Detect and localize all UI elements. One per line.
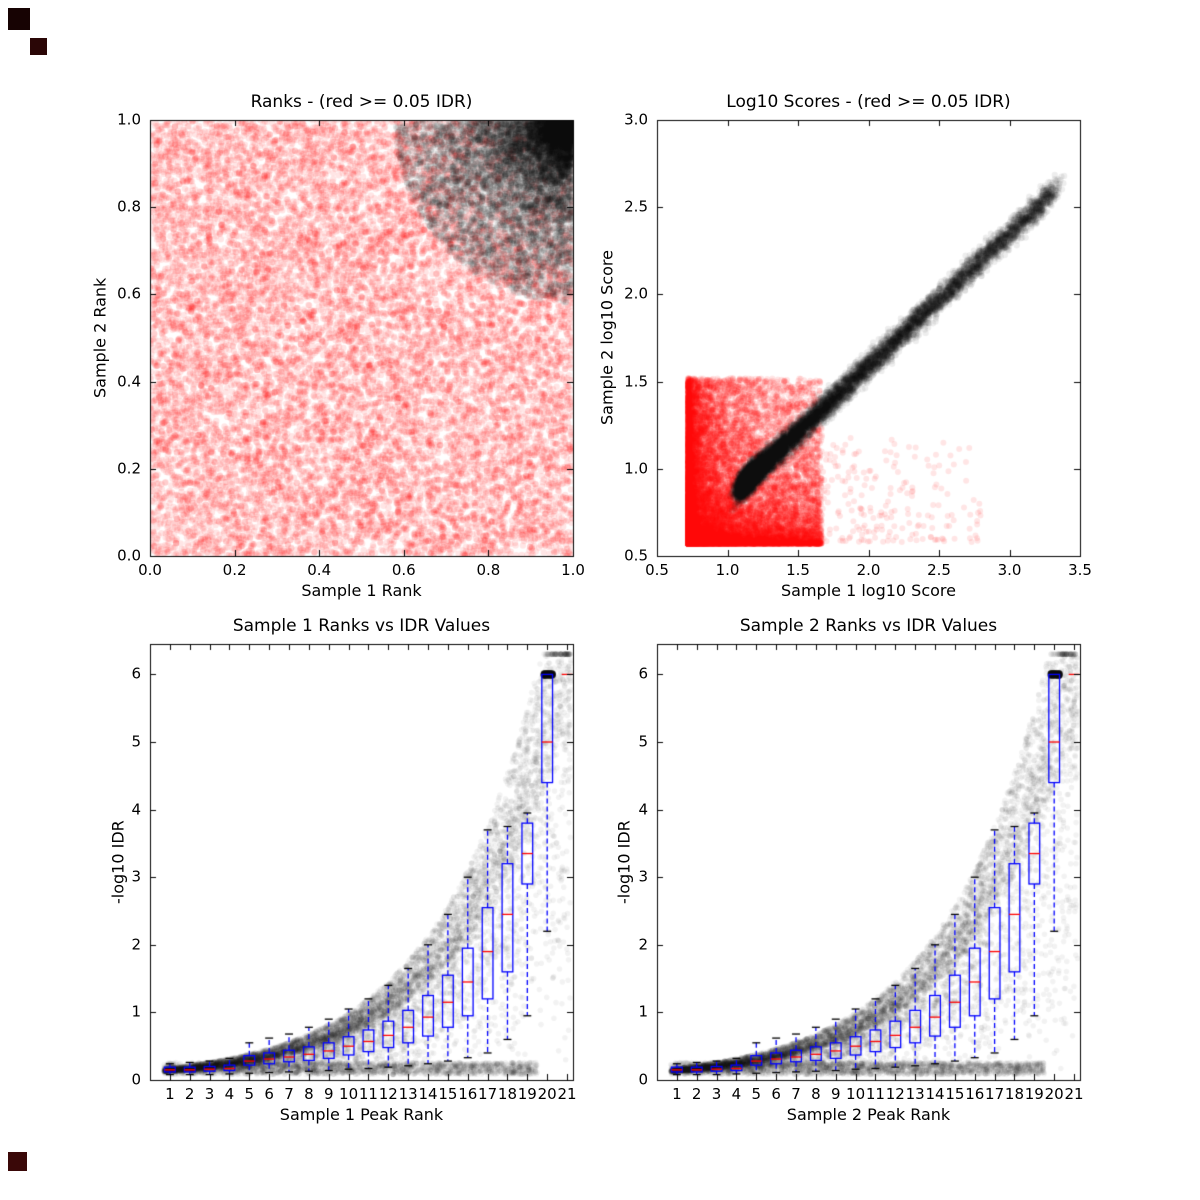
tick-label: 2.0	[624, 284, 648, 303]
tick-label: 13	[905, 1085, 925, 1103]
tick-label: 0.2	[117, 459, 141, 478]
tick-label: 0.4	[117, 372, 141, 391]
chart-1-title: Ranks - (red >= 0.05 IDR)	[250, 92, 473, 112]
tick-label: 1.5	[786, 561, 810, 579]
tick-label: 5	[638, 732, 648, 751]
chart-3-ylabel: -log10 IDR	[108, 820, 128, 904]
tick-label: 4	[638, 800, 648, 819]
tick-label: 1.0	[715, 561, 740, 579]
tick-label: 2	[131, 935, 141, 954]
tick-label: 3.0	[997, 561, 1022, 579]
chart-2-xlabel: Sample 1 log10 Score	[781, 581, 956, 600]
tick-label: 11	[865, 1085, 885, 1103]
tick-label: 0.4	[307, 561, 332, 579]
chart-3-xlabel: Sample 1 Peak Rank	[279, 1105, 444, 1124]
tick-label: 5	[751, 1085, 762, 1103]
tick-label: 0.0	[138, 561, 162, 579]
chart-2-title: Log10 Scores - (red >= 0.05 IDR)	[726, 92, 1011, 112]
tick-label: 2	[184, 1085, 195, 1103]
tick-label: 3	[711, 1085, 722, 1103]
tick-label: 1	[131, 1002, 141, 1021]
tick-label: 6	[264, 1085, 274, 1103]
tick-label: 0.6	[391, 561, 416, 579]
tick-label: 4	[224, 1085, 235, 1103]
tick-label: 8	[811, 1085, 821, 1103]
tick-label: 6	[771, 1085, 781, 1103]
tick-label: 16	[458, 1085, 478, 1103]
tick-label: 0.8	[476, 561, 501, 579]
tick-label: 1.0	[117, 110, 141, 129]
corner-square-top-1	[8, 8, 30, 30]
tick-label: 0	[638, 1070, 648, 1089]
tick-label: 18	[497, 1085, 517, 1103]
tick-label: 2.5	[624, 197, 648, 216]
tick-label: 2	[691, 1085, 702, 1103]
tick-label: 1.5	[624, 372, 648, 391]
tick-label: 20	[1044, 1085, 1064, 1103]
tick-label: 21	[557, 1085, 577, 1103]
tick-label: 13	[398, 1085, 418, 1103]
tick-label: 2	[638, 935, 648, 954]
chart-1-ylabel: Sample 2 Rank	[90, 277, 110, 399]
tick-label: 21	[1064, 1085, 1084, 1103]
tick-label: 3	[204, 1085, 215, 1103]
tick-label: 17	[478, 1085, 498, 1103]
chart-4-xlabel: Sample 2 Peak Rank	[786, 1105, 951, 1124]
tick-label: 2.5	[927, 561, 951, 579]
tick-label: 5	[244, 1085, 255, 1103]
tick-label: 1	[638, 1002, 648, 1021]
tick-label: 0	[131, 1070, 141, 1089]
chart-2-ylabel: Sample 2 log10 Score	[597, 250, 617, 426]
tick-label: 0.5	[645, 561, 669, 579]
tick-label: 4	[131, 800, 141, 819]
chart-3-title: Sample 1 Ranks vs IDR Values	[232, 616, 491, 636]
tick-label: 3.0	[624, 110, 648, 129]
tick-label: 19	[1024, 1085, 1044, 1103]
tick-label: 2.0	[856, 561, 881, 579]
tick-label: 0.6	[117, 284, 141, 303]
tick-label: 11	[358, 1085, 378, 1103]
tick-label: 1.0	[624, 459, 648, 478]
tick-label: 12	[885, 1085, 905, 1103]
chart-1-xlabel: Sample 1 Rank	[301, 581, 422, 600]
tick-label: 15	[438, 1085, 458, 1103]
tick-label: 0.5	[624, 546, 648, 565]
corner-square-bottom	[8, 1152, 27, 1171]
tick-label: 18	[1004, 1085, 1024, 1103]
tick-label: 14	[925, 1085, 945, 1103]
tick-label: 0.0	[117, 546, 141, 565]
tick-label: 4	[731, 1085, 742, 1103]
tick-label: 6	[131, 664, 141, 683]
tick-label: 3.5	[1068, 561, 1092, 579]
tick-label: 1.0	[561, 561, 585, 579]
tick-label: 8	[304, 1085, 314, 1103]
chart-4-ylabel: -log10 IDR	[614, 820, 634, 904]
tick-label: 9	[830, 1085, 841, 1103]
chart-4-title: Sample 2 Ranks vs IDR Values	[739, 616, 998, 636]
tick-label: 7	[284, 1085, 294, 1103]
tick-label: 1	[165, 1085, 175, 1103]
tick-label: 3	[131, 867, 141, 886]
tick-label: 9	[323, 1085, 334, 1103]
tick-label: 15	[945, 1085, 965, 1103]
tick-label: 10	[339, 1085, 359, 1103]
tick-label: 14	[418, 1085, 438, 1103]
tick-label: 3	[638, 867, 648, 886]
tick-label: 10	[846, 1085, 866, 1103]
tick-label: 12	[378, 1085, 398, 1103]
tick-label: 1	[672, 1085, 682, 1103]
tick-label: 0.8	[117, 197, 141, 216]
tick-label: 5	[131, 732, 141, 751]
tick-label: 7	[791, 1085, 801, 1103]
tick-label: 16	[965, 1085, 985, 1103]
tick-label: 19	[517, 1085, 537, 1103]
corner-square-top-2	[30, 38, 47, 55]
tick-label: 0.2	[222, 561, 247, 579]
tick-label: 17	[985, 1085, 1005, 1103]
tick-label: 20	[537, 1085, 557, 1103]
tick-label: 6	[638, 664, 648, 683]
